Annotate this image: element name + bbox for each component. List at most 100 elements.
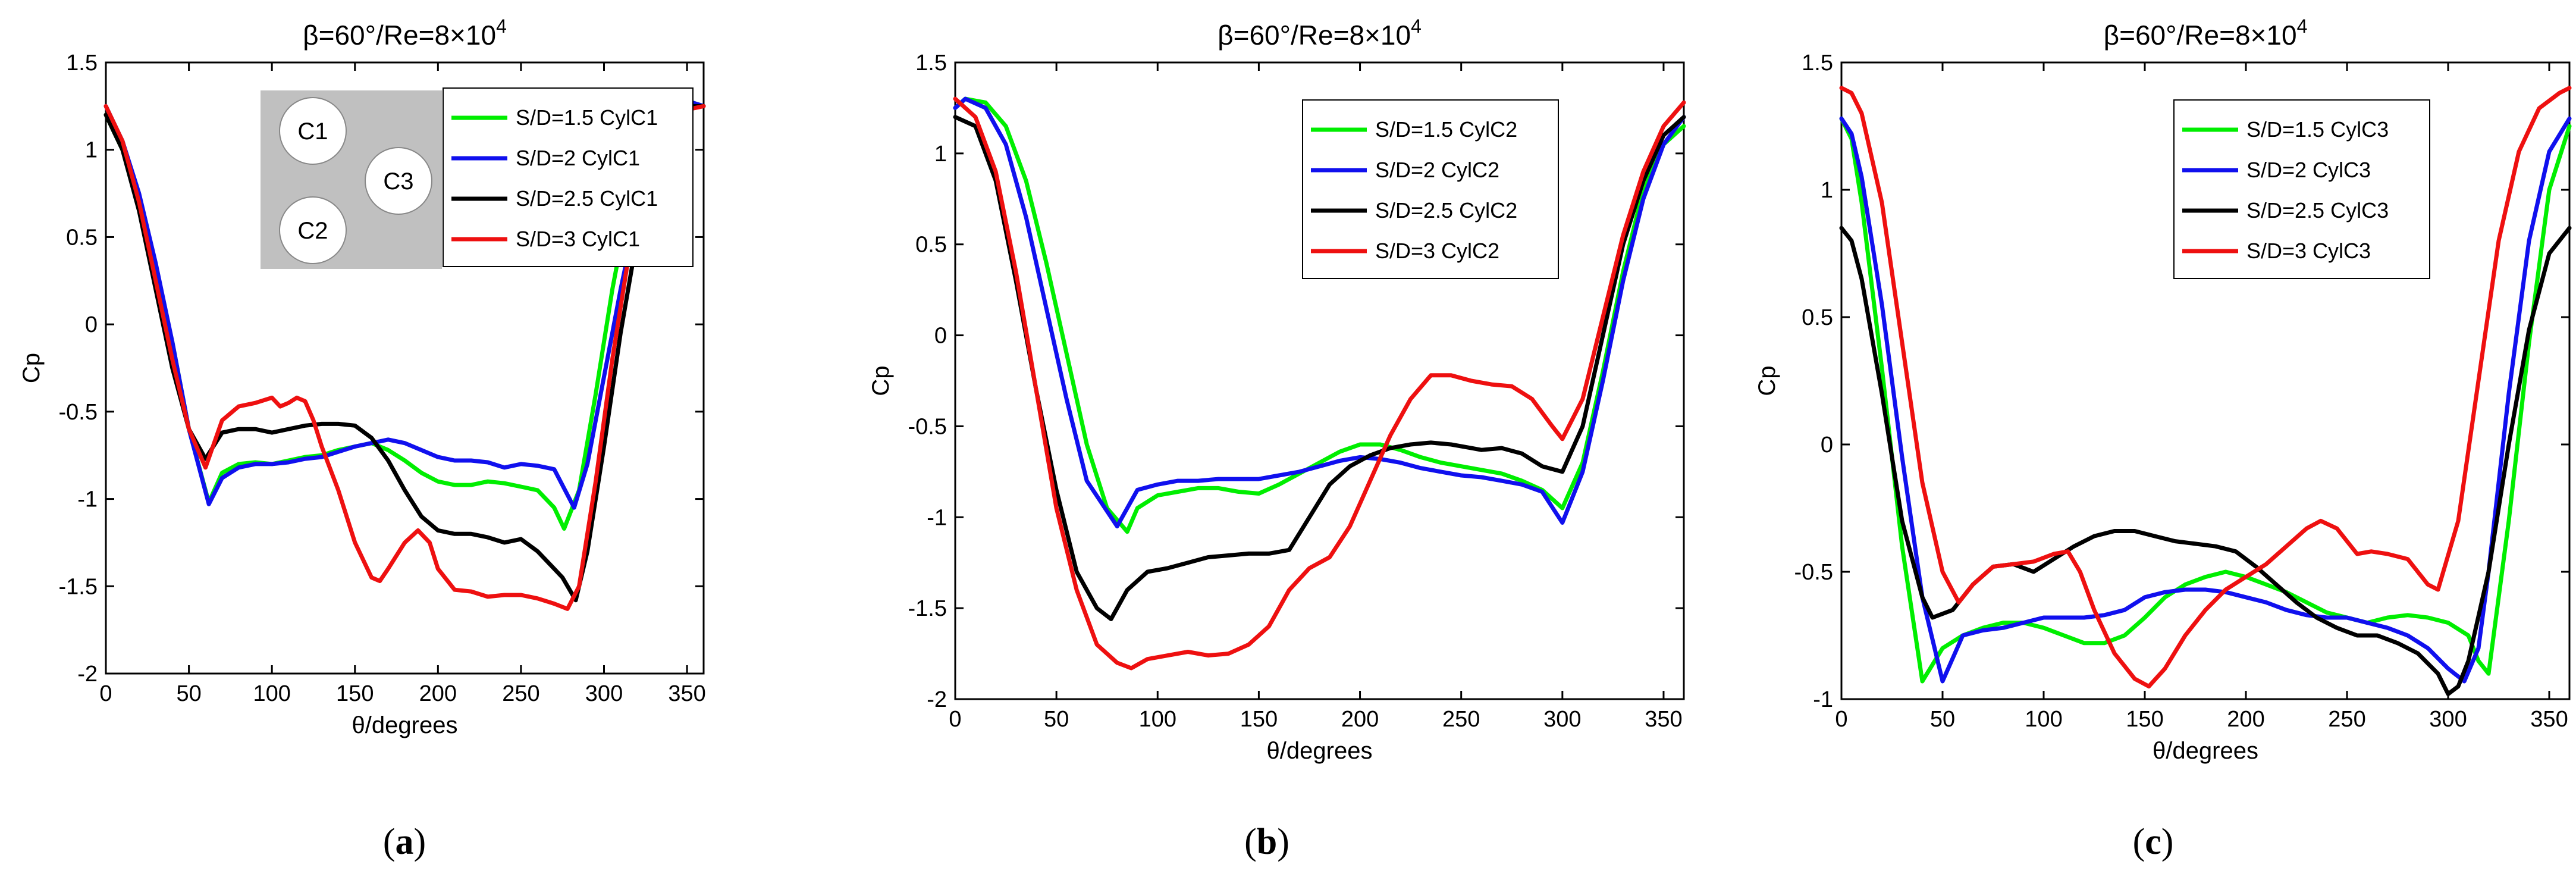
series-line-2 — [103, 99, 706, 510]
legend-entry-label: S/D=1.5 CylC3 — [2246, 117, 2389, 142]
x-tick-label: 50 — [1044, 707, 1069, 732]
legend-entry-label: S/D=2.5 CylC2 — [1375, 198, 1517, 223]
x-tick-label: 100 — [253, 681, 290, 706]
y-tick-label: -1.5 — [908, 596, 947, 621]
x-tick-label: 200 — [1341, 707, 1379, 732]
legend-entry-label: S/D=1.5 CylC1 — [516, 105, 658, 130]
cylinder-circle — [279, 196, 347, 264]
legend: S/D=1.5 CylC2 S/D=2 CylC2 S/D=2.5 CylC2 S/D… — [1302, 99, 1559, 279]
x-tick-label: 200 — [2227, 707, 2264, 732]
x-tick-label: 250 — [1442, 707, 1480, 732]
cylinder-arrangement-inset: C1 C2 C3 — [261, 90, 442, 269]
chart-panel-2: 0 50 100 150 200 250 300 350 -2 -1.5 -1 -0.5 0 0.5 1 1.… — [868, 15, 1686, 862]
legend-entry-label: S/D=1.5 CylC2 — [1375, 117, 1517, 142]
chart-title-main: β=60°/Re=8×10 — [2104, 20, 2297, 51]
chart-title-exponent: 4 — [1411, 15, 1422, 37]
x-tick-label: 0 — [1835, 707, 1847, 732]
chart-title: β=60°/Re=8×104 — [1218, 15, 1422, 51]
x-tick-label: 150 — [336, 681, 374, 706]
legend-entry-label: S/D=3 CylC2 — [1375, 239, 1499, 263]
y-tick-label: 0 — [85, 312, 98, 337]
legend-entry-label: S/D=3 CylC1 — [516, 227, 640, 251]
panel-label: (c) — [2133, 822, 2174, 862]
y-tick-label: 1.5 — [915, 51, 947, 76]
x-tick-label: 300 — [585, 681, 623, 706]
series-line-4 — [1839, 86, 2572, 689]
y-tick-label: -2 — [927, 687, 947, 712]
x-tick-label: 0 — [99, 681, 112, 706]
chart-title-exponent: 4 — [496, 15, 507, 37]
y-tick-label: -2 — [77, 662, 98, 687]
y-axis-label: Cp — [1754, 365, 1780, 396]
y-tick-label: 1.5 — [66, 51, 98, 76]
y-tick-label: 1.5 — [1802, 51, 1833, 76]
y-tick-label: -1.5 — [59, 574, 98, 599]
series-line-3 — [1839, 226, 2572, 696]
chart-panel-3: 0 50 100 150 200 250 300 350 -1 -0.5 0 0.5 1 1.5 θ/deg… — [1754, 15, 2572, 862]
chart-panel-1: 0 50 100 150 200 250 300 350 -2 -1.5 -1 -0.5 0 0.5 1 1.… — [18, 15, 706, 862]
plot-frame — [1840, 61, 2571, 700]
y-tick-label: 1 — [1821, 178, 1833, 203]
legend: S/D=1.5 CylC1 S/D=2 CylC1 S/D=2.5 CylC1 S/D… — [443, 87, 694, 267]
y-tick-label: -1 — [927, 505, 947, 530]
x-axis-label: θ/degrees — [352, 712, 458, 738]
y-tick-label: -0.5 — [908, 414, 947, 439]
x-tick-label: 50 — [1930, 707, 1955, 732]
x-tick-label: 350 — [668, 681, 705, 706]
x-tick-label: 100 — [2025, 707, 2062, 732]
cylinder-circle — [279, 97, 347, 165]
y-tick-label: 0.5 — [1802, 305, 1833, 330]
panel-label: (a) — [383, 822, 426, 862]
x-tick-label: 250 — [2328, 707, 2365, 732]
y-tick-label: 0 — [1821, 433, 1833, 458]
y-tick-label: -1 — [77, 487, 98, 512]
legend: S/D=1.5 CylC3 S/D=2 CylC3 S/D=2.5 CylC3 S/D… — [2173, 99, 2430, 279]
y-axis-label: Cp — [18, 353, 45, 383]
x-tick-label: 250 — [502, 681, 539, 706]
y-tick-label: 0 — [934, 324, 947, 349]
legend-entry-label: S/D=2.5 CylC1 — [516, 186, 658, 211]
y-tick-label: -0.5 — [59, 400, 98, 425]
chart-title-main: β=60°/Re=8×10 — [303, 20, 496, 51]
y-tick-label: 0.5 — [915, 233, 947, 258]
x-tick-label: 0 — [949, 707, 961, 732]
series-line-2 — [953, 96, 1686, 529]
x-tick-label: 350 — [1645, 707, 1682, 732]
legend-entry-label: S/D=2.5 CylC3 — [2246, 198, 2389, 223]
legend-entry-label: S/D=2 CylC1 — [516, 146, 640, 170]
cylinder-label: C1 — [297, 118, 328, 145]
series-line-1 — [1839, 116, 2572, 684]
series-line-4 — [953, 96, 1686, 671]
y-tick-label: 1 — [85, 138, 98, 163]
x-tick-label: 150 — [1240, 707, 1278, 732]
cylinder-circle — [365, 147, 432, 215]
series-line-2 — [1839, 116, 2572, 684]
chart-title-main: β=60°/Re=8×10 — [1218, 20, 1411, 51]
x-tick-label: 300 — [2429, 707, 2467, 732]
x-tick-label: 300 — [1543, 707, 1581, 732]
chart-title: β=60°/Re=8×104 — [2104, 15, 2308, 51]
x-tick-label: 150 — [2126, 707, 2163, 732]
y-tick-label: -1 — [1813, 687, 1833, 712]
x-tick-label: 50 — [176, 681, 201, 706]
panel-label: (b) — [1244, 822, 1289, 862]
cylinder-label: C2 — [297, 218, 328, 244]
y-tick-label: 1 — [934, 142, 947, 167]
chart-title-exponent: 4 — [2297, 15, 2308, 37]
series-line-4 — [103, 104, 706, 611]
x-tick-label: 100 — [1139, 707, 1176, 732]
y-axis-label: Cp — [868, 365, 894, 396]
legend-entry-label: S/D=2 CylC2 — [1375, 158, 1499, 182]
plot-frame — [105, 61, 705, 675]
y-tick-label: 0.5 — [66, 225, 98, 250]
x-tick-label: 350 — [2530, 707, 2568, 732]
legend-entry-label: S/D=3 CylC3 — [2246, 239, 2371, 263]
cylinder-label: C3 — [383, 168, 413, 195]
x-axis-label: θ/degrees — [1267, 738, 1373, 764]
chart-title: β=60°/Re=8×104 — [303, 15, 507, 51]
x-axis-label: θ/degrees — [2153, 738, 2258, 764]
plot-frame — [954, 61, 1685, 700]
series-line-3 — [953, 115, 1686, 621]
legend-entry-label: S/D=2 CylC3 — [2246, 158, 2371, 182]
